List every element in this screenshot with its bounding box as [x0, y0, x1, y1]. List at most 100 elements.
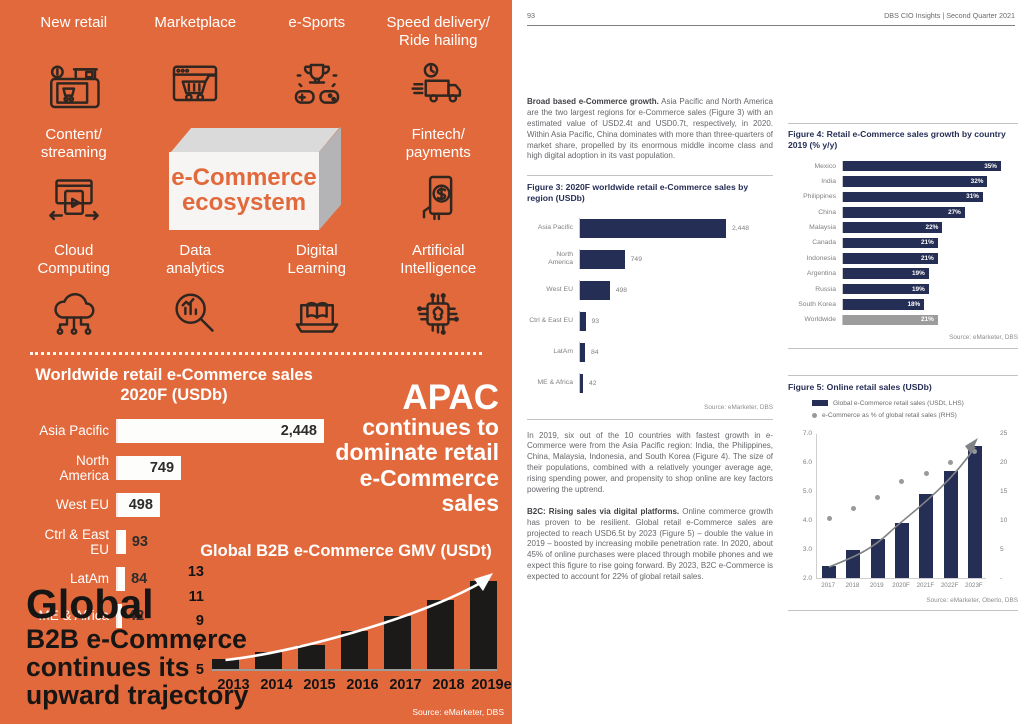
bar-area: 93: [579, 311, 773, 332]
bar-area: 42: [116, 603, 344, 628]
bar-label: LatAm: [553, 348, 573, 356]
bar: [846, 550, 861, 578]
bar-label: Philippines: [803, 193, 836, 201]
bar-label: Indonesia: [806, 254, 836, 262]
page-header: 93 DBS CIO Insights | Second Quarter 202…: [527, 11, 1015, 20]
paragraph-fastest-growth: In 2019, six out of the 10 countries wit…: [527, 431, 773, 496]
bar-row: Asia Pacific 2,448: [24, 412, 344, 449]
b2b-callout: Global B2B e-Commerce continues its upwa…: [26, 584, 249, 711]
section-rule: [788, 347, 1018, 349]
right-axis-tick: 5: [1000, 545, 1004, 553]
bar-row: India 32%: [788, 174, 1018, 189]
y-tick-label: 11: [188, 588, 204, 605]
bar: [212, 659, 239, 669]
bar: 2,448: [118, 418, 324, 443]
paragraph-lead: B2C: Rising sales via digital platforms.: [527, 506, 680, 516]
scatter-dot: [850, 505, 856, 511]
figure5-legend-dots: e-Commerce as % of global retail sales (…: [812, 412, 957, 419]
infographic-page: New retail Marketplace e-Sports Speed deliv…: [0, 0, 512, 724]
ecosystem-item-label: Content/ streaming: [40, 126, 107, 162]
content-streaming-icon: [46, 170, 102, 226]
figure4-source: Source: eMarketer, DBS: [949, 333, 1018, 341]
bar-row: West EU 498: [527, 275, 773, 306]
bar: [118, 529, 126, 554]
header-rule: [527, 25, 1015, 26]
bar-row: Philippines 31%: [788, 189, 1018, 204]
new-retail-icon: [46, 58, 102, 114]
cloud-computing-icon: [46, 286, 102, 342]
bar: 35%: [843, 160, 1001, 172]
right-axis-tick: 15: [1000, 487, 1008, 495]
ecosystem-item: Cloud Computing: [16, 242, 132, 342]
bar-row: China 27%: [788, 205, 1018, 220]
ecosystem-item-label: Fintech/ payments: [405, 126, 471, 162]
bar-area: 498: [579, 280, 773, 301]
bar-label: Canada: [812, 239, 836, 247]
bar-area: 84: [116, 566, 344, 591]
bar-row: Indonesia 21%: [788, 251, 1018, 266]
report-page: 93 DBS CIO Insights | Second Quarter 202…: [512, 0, 1024, 724]
ecosystem-item-label: Artificial Intelligence: [400, 242, 477, 278]
left-axis-tick: 4.0: [802, 516, 812, 524]
bar-area: 19%: [842, 268, 1018, 280]
paragraph-lead: Broad based e-Commerce growth.: [527, 97, 659, 106]
bar-value: 42: [589, 379, 597, 387]
bar-area: 749: [579, 249, 773, 270]
bar: [580, 373, 583, 393]
ecosystem-item: New retail: [16, 14, 132, 114]
bar: 21%: [843, 253, 938, 264]
left-axis-tick: 5.0: [802, 487, 812, 495]
ecosystem-item-label: Speed delivery/ Ride hailing: [386, 14, 490, 50]
trend-curve: [828, 437, 978, 568]
bar-row: South Korea 18%: [788, 297, 1018, 312]
bar: 19%: [843, 283, 929, 295]
x-tick-label: 2013: [217, 677, 250, 693]
left-axis-tick: 6.0: [802, 458, 812, 466]
ecosystem-item: Fintech/ payments: [381, 126, 497, 230]
box-top-face: [171, 128, 340, 152]
bar-area: 27%: [842, 206, 1018, 218]
bar-area: 21%: [842, 253, 1018, 264]
bar-label: South Korea: [798, 301, 836, 309]
x-tick-label: 2015: [303, 677, 336, 693]
b2b-callout-text: B2B e-Commerce continues its upward traj…: [26, 624, 249, 711]
x-tick-label: 2017: [821, 581, 836, 589]
paragraph-text: Online commerce growth has proven to be …: [527, 506, 773, 582]
bar-row: ME & Africa 42: [527, 368, 773, 399]
box-label-line1: e-Commerce: [171, 164, 317, 192]
figure4-chart: Mexico 35% India 32% Philippines 31% China 27% M…: [788, 158, 1018, 327]
worldwide-sales-chart-title: Worldwide retail e-Commerce sales 2020F …: [35, 366, 313, 404]
bar-label: China: [818, 208, 836, 216]
bar-label: North America: [59, 452, 109, 483]
x-tick-label: 2016: [346, 677, 379, 693]
bar-area: 42: [579, 373, 773, 394]
bar-value: 2,448: [280, 422, 317, 439]
publication-title: DBS CIO Insights | Second Quarter 2021: [884, 11, 1015, 20]
bar-label: India: [821, 177, 836, 185]
bar-area: 19%: [842, 283, 1018, 295]
ecosystem-item-label: Marketplace: [154, 14, 237, 31]
right-axis-tick: -: [1000, 574, 1003, 582]
b2b-gmv-chart: Global B2B e-Commerce GMV (USDt) 13 11 9 7 5…: [184, 542, 512, 721]
bar-value: 749: [630, 255, 642, 263]
right-axis-tick: 10: [1000, 516, 1008, 524]
bar-label: LatAm: [69, 571, 109, 586]
bar-area: 18%: [842, 299, 1018, 310]
left-axis-tick: 3.0: [802, 545, 812, 553]
ecosystem-item-label: Data analytics: [166, 242, 225, 278]
ecosystem-item: Digital Learning: [259, 242, 375, 342]
scatter-dot: [875, 494, 881, 500]
bar-label: Malaysia: [809, 224, 836, 232]
bar-row: Ctrl & East EU 93: [24, 523, 344, 560]
bar: 27%: [843, 206, 965, 218]
bar-row: LatAm 84: [527, 337, 773, 368]
bar-label: Asia Pacific: [537, 224, 573, 232]
bar-label: ME & Africa: [38, 608, 109, 623]
bar-row: Mexico 35%: [788, 158, 1018, 173]
paragraph-b2c-sales: B2C: Rising sales via digital platforms.…: [527, 507, 773, 583]
x-tick-label: 2017: [389, 677, 422, 693]
bar-row: Canada 21%: [788, 235, 1018, 250]
bar: [384, 616, 411, 669]
bar-value: 31%: [966, 193, 979, 201]
figure5-legend-bars: Global e-Commerce retail sales (USDt, LH…: [812, 400, 964, 407]
